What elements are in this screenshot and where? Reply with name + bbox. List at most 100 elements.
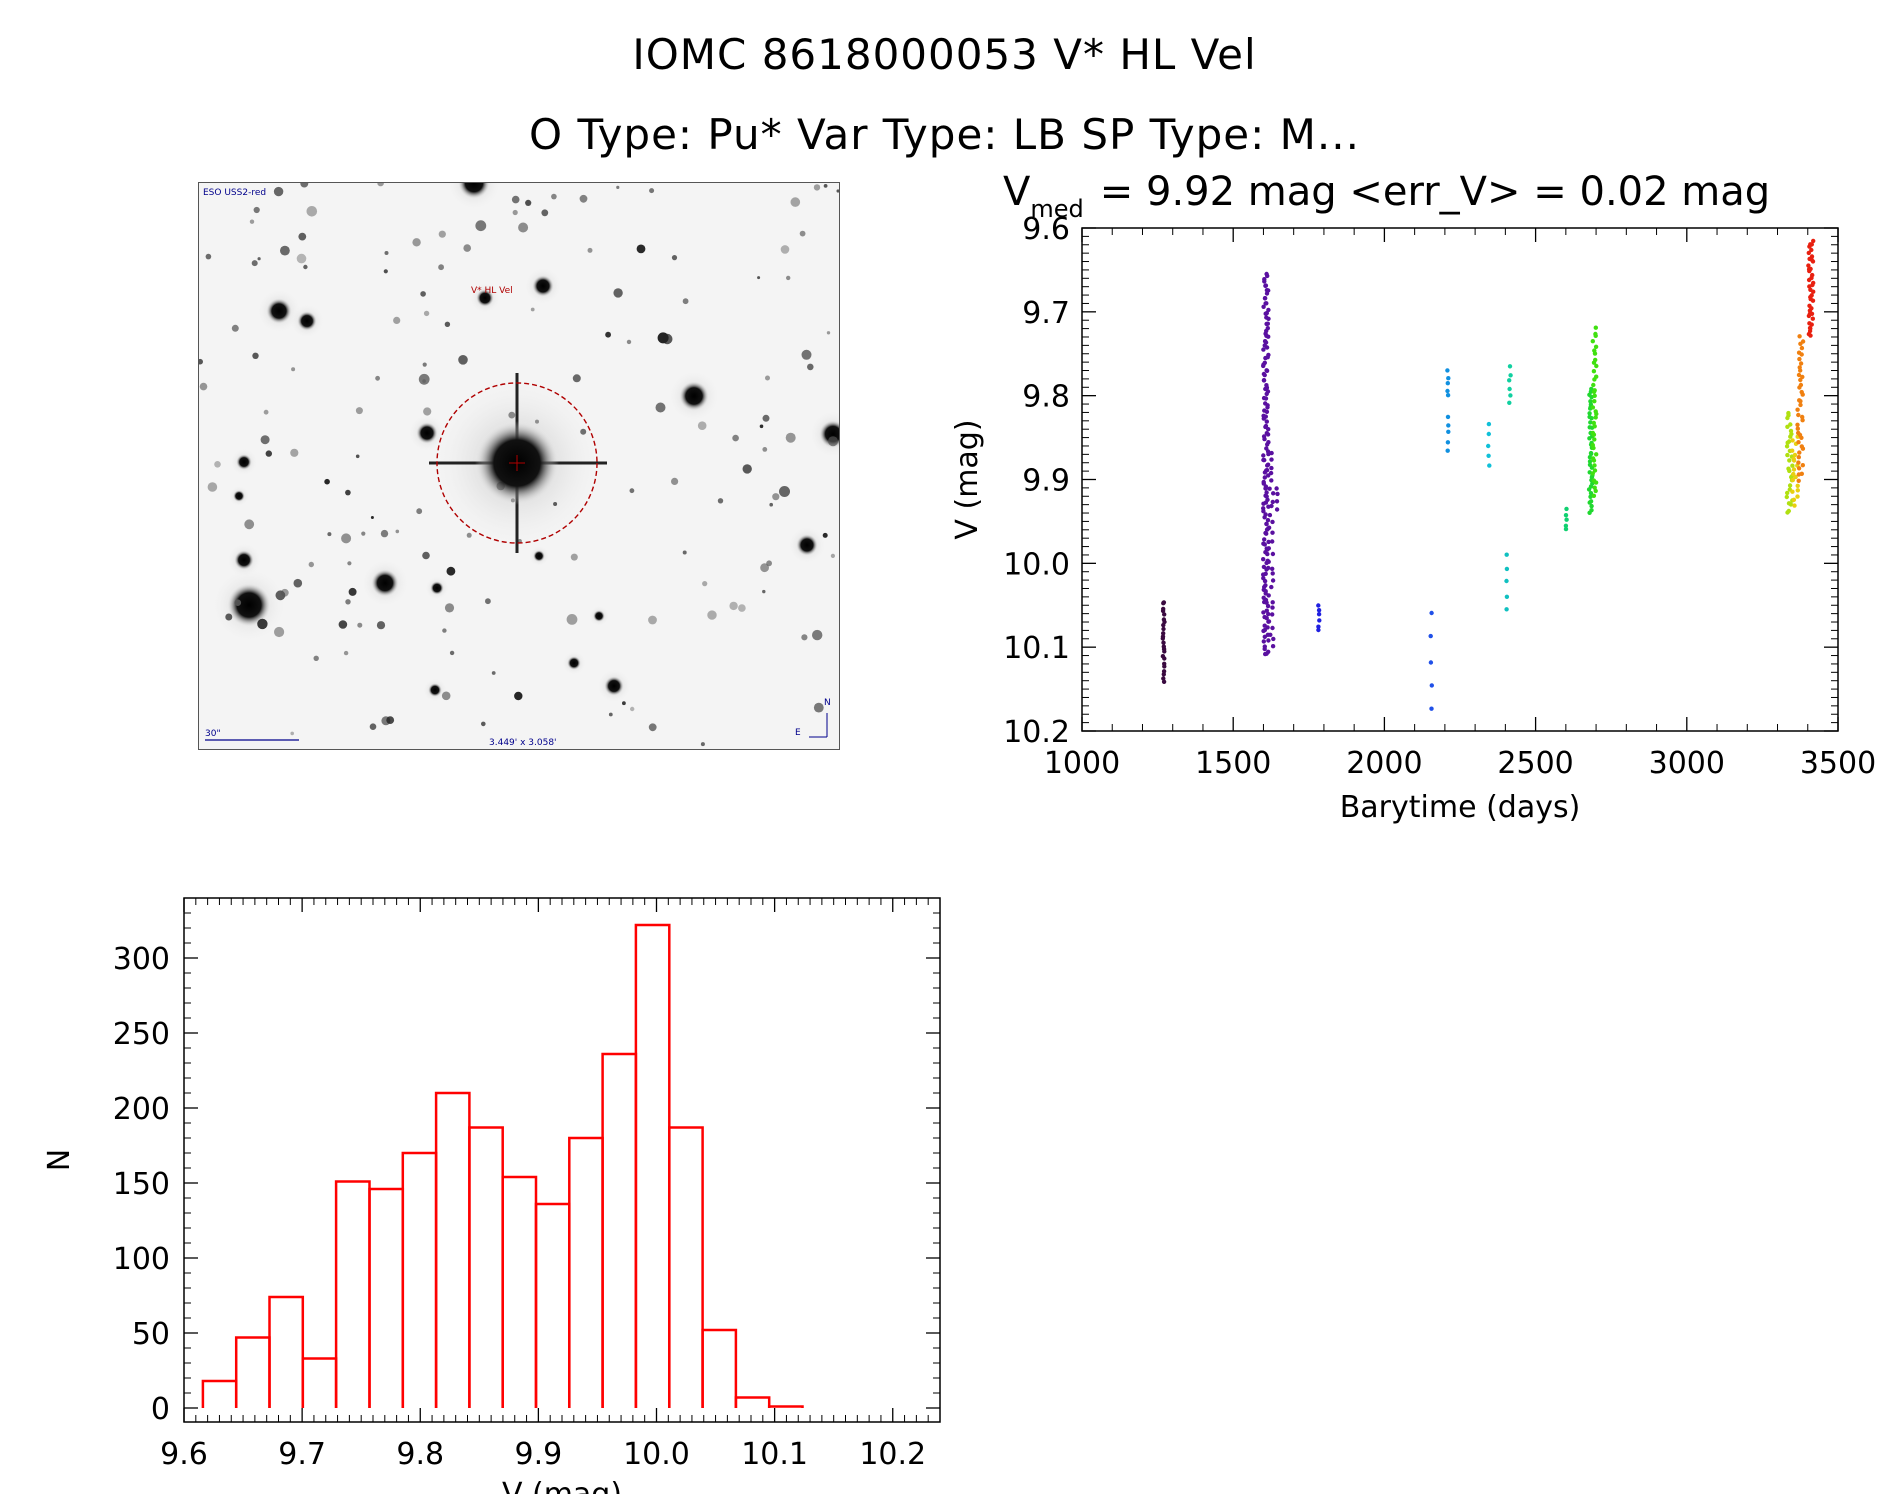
light-curve-point bbox=[1264, 446, 1269, 451]
light-curve-point bbox=[1162, 619, 1167, 625]
star bbox=[757, 276, 761, 280]
light-curve-point bbox=[1806, 277, 1812, 283]
y-tick-label: 300 bbox=[113, 942, 170, 977]
light-curve-point bbox=[1262, 627, 1268, 633]
light-curve-point bbox=[1268, 470, 1274, 476]
light-curve-point bbox=[1266, 473, 1271, 478]
light-curve-point bbox=[1793, 474, 1798, 480]
star bbox=[313, 655, 319, 661]
light-curve-point bbox=[1788, 422, 1793, 427]
star bbox=[769, 502, 773, 507]
light-curve-point bbox=[1263, 571, 1268, 576]
light-curve-point bbox=[1263, 486, 1268, 491]
light-curve-point bbox=[1589, 477, 1594, 483]
star bbox=[306, 206, 318, 217]
star bbox=[648, 723, 657, 732]
light-curve-point bbox=[1264, 490, 1269, 495]
light-curve-point bbox=[1806, 313, 1812, 319]
light-curve-point bbox=[1591, 478, 1597, 483]
light-curve-point bbox=[1588, 389, 1594, 394]
light-curve-point bbox=[1264, 521, 1269, 527]
star bbox=[420, 291, 426, 297]
light-curve-point bbox=[1806, 263, 1811, 268]
light-curve-point bbox=[1784, 444, 1790, 449]
star bbox=[381, 716, 391, 726]
light-curve-point bbox=[1589, 425, 1595, 430]
light-curve-point bbox=[1161, 626, 1166, 632]
light-curve-point bbox=[1809, 275, 1814, 281]
star bbox=[682, 550, 687, 555]
light-curve-point bbox=[1263, 396, 1269, 401]
light-curve-point bbox=[1788, 434, 1793, 439]
light-curve-point bbox=[1264, 391, 1269, 397]
star bbox=[297, 311, 317, 331]
light-curve-point bbox=[1263, 340, 1269, 345]
light-curve-point bbox=[1263, 301, 1268, 306]
light-curve-point bbox=[1796, 350, 1802, 355]
light-curve-point bbox=[1807, 268, 1812, 274]
star bbox=[260, 435, 270, 445]
star bbox=[671, 255, 678, 261]
light-curve-point bbox=[1587, 462, 1593, 467]
light-curve-point bbox=[1262, 372, 1267, 378]
star bbox=[324, 478, 330, 485]
star bbox=[308, 561, 314, 568]
star bbox=[541, 209, 549, 217]
light-curve-point bbox=[1268, 632, 1273, 637]
light-curve-point bbox=[1261, 587, 1267, 592]
light-curve-point bbox=[1263, 550, 1268, 555]
star bbox=[629, 488, 635, 494]
light-curve-point bbox=[1796, 440, 1801, 445]
star bbox=[682, 298, 689, 305]
star bbox=[458, 183, 490, 199]
light-curve-point bbox=[1262, 515, 1267, 520]
star bbox=[830, 553, 836, 558]
x-tick-label: 2500 bbox=[1497, 746, 1573, 781]
y-tick-label: 100 bbox=[113, 1242, 170, 1277]
light-curve-point bbox=[1504, 552, 1509, 557]
light-curve-point bbox=[1270, 566, 1275, 571]
light-curve-point bbox=[1807, 328, 1813, 334]
light-curve-point bbox=[1807, 308, 1813, 313]
star bbox=[772, 493, 780, 501]
light-curve-point bbox=[1790, 448, 1795, 453]
star bbox=[679, 381, 709, 411]
light-curve-point bbox=[1266, 316, 1271, 321]
light-curve-point bbox=[1811, 280, 1816, 286]
star bbox=[293, 578, 303, 588]
light-curve-point bbox=[1271, 636, 1276, 642]
histogram-bar bbox=[634, 923, 671, 1408]
light-curve-point bbox=[1591, 360, 1597, 365]
histogram-bar bbox=[368, 1187, 405, 1408]
light-curve-point bbox=[1592, 388, 1597, 393]
histogram-bar bbox=[668, 1126, 704, 1408]
light-curve-point bbox=[1262, 436, 1267, 442]
light-curve-point bbox=[1262, 277, 1267, 282]
light-curve-point bbox=[1265, 518, 1271, 523]
y-tick-label: 50 bbox=[132, 1317, 170, 1352]
light-curve-point bbox=[1587, 392, 1592, 397]
light-curve-point bbox=[1160, 634, 1166, 639]
light-curve-point bbox=[1264, 291, 1270, 296]
histogram-bar bbox=[701, 1328, 738, 1408]
light-curve-point bbox=[1266, 307, 1271, 313]
light-curve-point bbox=[1266, 649, 1271, 654]
light-curve-point bbox=[1785, 452, 1790, 458]
light-curve-point bbox=[1588, 420, 1593, 425]
light-curve-point bbox=[1269, 584, 1274, 590]
light-curve-point bbox=[1588, 499, 1594, 504]
light-curve-point bbox=[1261, 304, 1266, 309]
light-curve-point bbox=[1594, 374, 1599, 379]
light-curve-point bbox=[1797, 450, 1802, 455]
light-curve-point bbox=[1809, 257, 1814, 262]
light-curve-point bbox=[1263, 484, 1269, 489]
light-curve-point bbox=[1262, 634, 1268, 639]
light-curve-point bbox=[1810, 316, 1816, 321]
light-curve-point bbox=[1261, 628, 1266, 634]
light-curve-point bbox=[1593, 415, 1598, 420]
title-rest: = 9.92 mag <err_V> = 0.02 mag bbox=[1100, 169, 1770, 215]
star bbox=[655, 402, 666, 413]
star bbox=[636, 244, 646, 254]
light-curve-point bbox=[1271, 491, 1276, 496]
star bbox=[345, 599, 351, 605]
